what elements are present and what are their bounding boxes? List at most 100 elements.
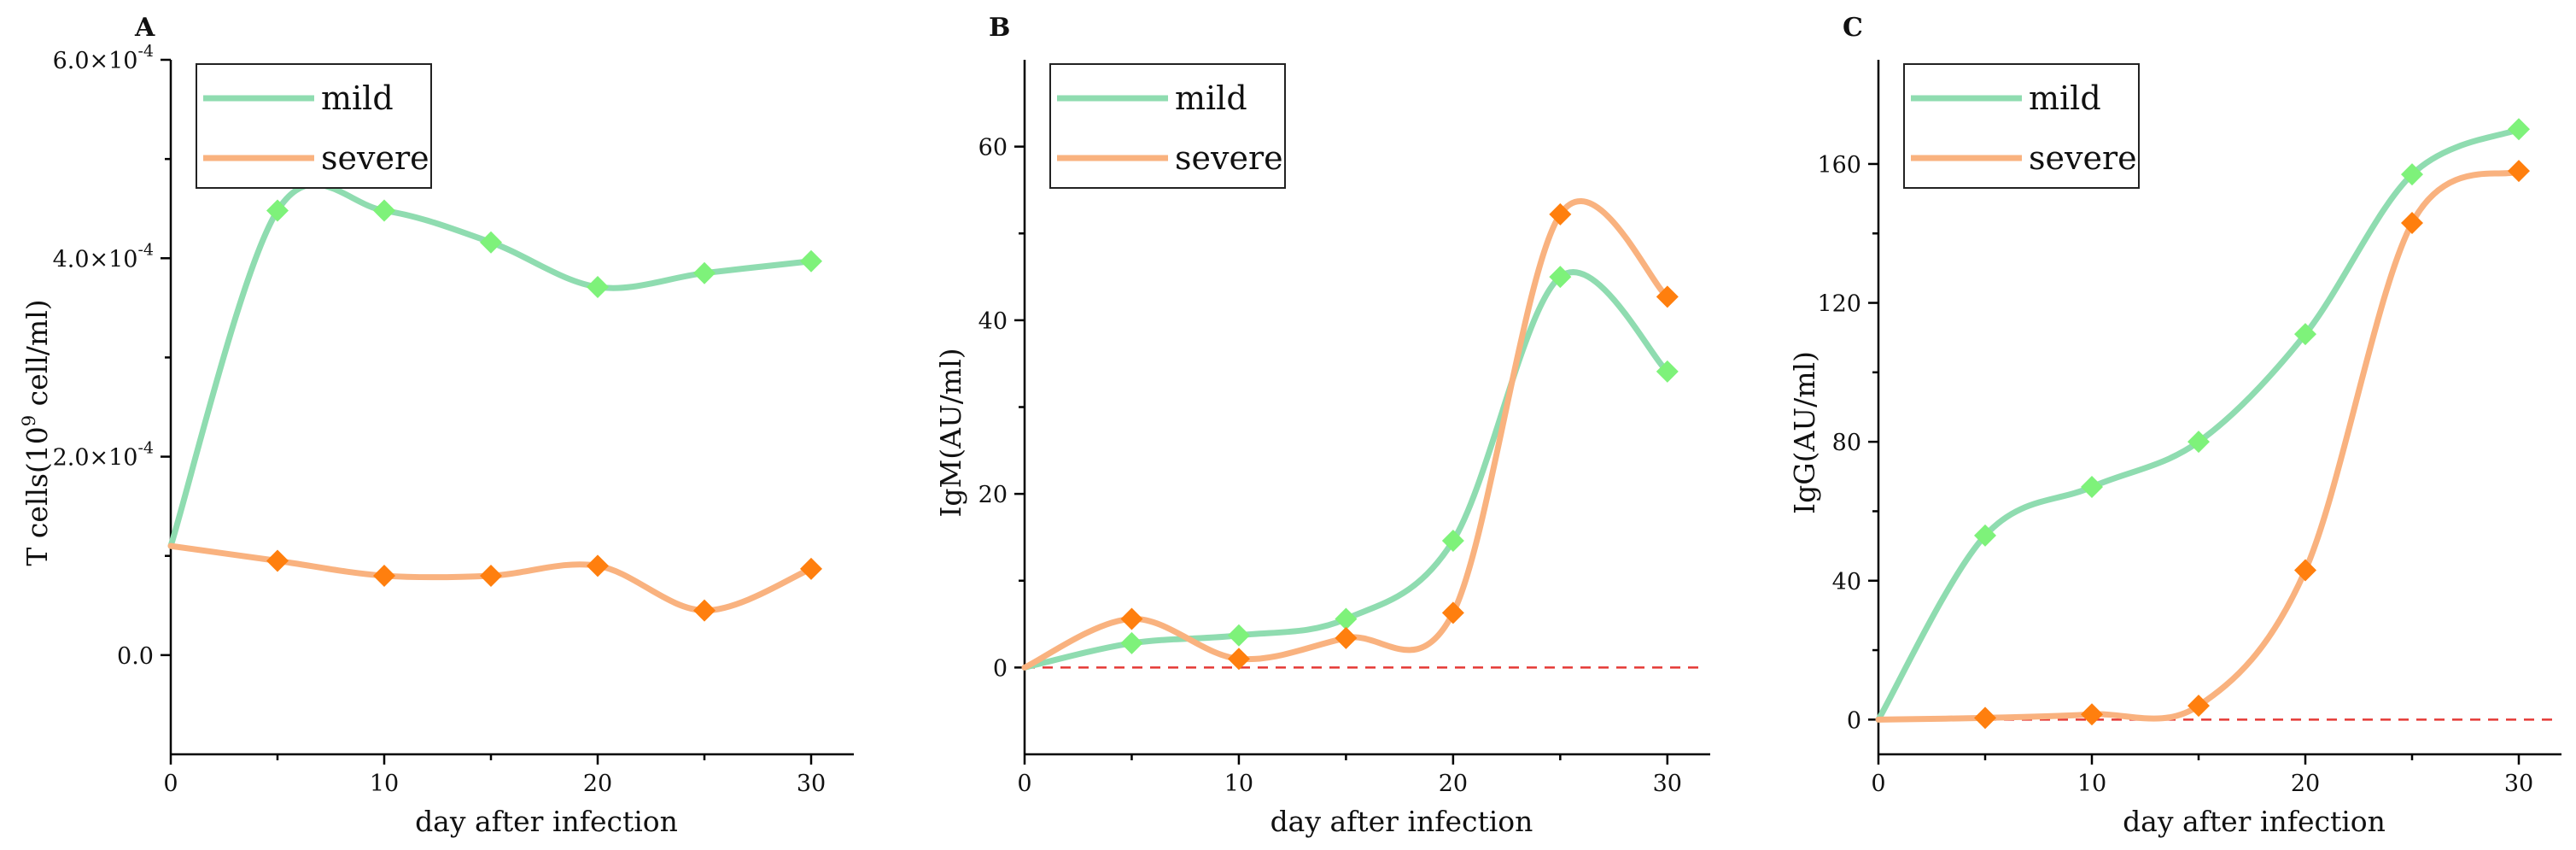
data-point-severe	[1656, 285, 1679, 308]
y-tick-label-base: 120	[1817, 291, 1861, 318]
data-point-mild	[2508, 118, 2530, 141]
y-tick-label-base: 0	[1847, 707, 1861, 734]
x-tick-label: 30	[797, 771, 826, 797]
y-tick-label: 120	[1817, 291, 1861, 318]
y-axis-title: IgG(AU/ml)	[1788, 351, 1821, 514]
y-tick-label-base: 2.0×10	[53, 445, 138, 472]
data-point-mild	[2401, 163, 2423, 186]
data-point-severe	[2401, 212, 2423, 235]
x-tick-label: 30	[1653, 771, 1682, 797]
chart-panel-c: C 0 10 20 30 day after infection 0 40 80 120 160 Ig…	[1788, 13, 2561, 838]
y-tick-label-base: 160	[1817, 152, 1861, 179]
panel-letter: C	[1843, 13, 1863, 43]
data-point-severe	[1335, 626, 1358, 649]
legend-label-severe: severe	[321, 139, 429, 177]
y-title-exponent: 9	[19, 415, 39, 426]
x-tick-label: 20	[583, 771, 612, 797]
x-tick-label: 0	[1017, 771, 1031, 797]
legend-box	[1903, 63, 2140, 189]
data-point-severe	[1120, 607, 1143, 630]
data-point-mild	[2294, 323, 2316, 346]
x-tick-label: 30	[2504, 771, 2533, 797]
data-point-severe	[800, 557, 822, 580]
x-tick-label: 0	[163, 771, 178, 797]
data-point-mild	[1656, 360, 1679, 383]
y-tick-label-base: 20	[978, 482, 1008, 508]
y-tick-label-base: 80	[1832, 430, 1861, 456]
x-axis-title: day after infection	[1270, 805, 1533, 838]
y-tick-label: 0	[993, 655, 1008, 682]
data-point-severe	[266, 549, 289, 572]
y-tick-label: 0.0	[117, 643, 154, 670]
x-tick-label: 0	[1871, 771, 1885, 797]
data-point-severe	[1549, 202, 1572, 226]
y-title-rest: cell/ml)	[20, 299, 54, 414]
y-tick-label: 60	[978, 135, 1008, 161]
x-tick-label: 10	[370, 771, 399, 797]
y-title-base: T cells(10	[20, 426, 54, 566]
y-axis-title: IgM(AU/ml)	[934, 348, 967, 517]
legend-label-mild: mild	[321, 79, 394, 117]
y-tick-label-base: 60	[978, 135, 1008, 161]
panel-letter: A	[134, 13, 155, 43]
panel-letter: B	[989, 13, 1010, 43]
data-point-severe	[480, 564, 502, 587]
y-tick-label: 80	[1832, 430, 1861, 456]
data-point-mild	[1335, 607, 1358, 630]
y-tick-label-exponent: -4	[137, 240, 154, 259]
data-point-severe	[1441, 601, 1464, 624]
chart-panel-b: B 0 10 20 30 day after infection 0 20 40 60 IgM(AU…	[934, 13, 1710, 838]
y-tick-label: 0	[1847, 707, 1861, 734]
legend-label-severe: severe	[1175, 139, 1283, 177]
y-tick-label: 160	[1817, 152, 1861, 179]
data-point-mild	[2188, 431, 2210, 454]
y-tick-label-base: 40	[1832, 569, 1861, 595]
legend-label-mild: mild	[2029, 79, 2101, 117]
data-point-mild	[1549, 266, 1572, 289]
data-point-severe	[2294, 559, 2316, 582]
data-point-mild	[1441, 530, 1464, 553]
data-point-mild	[587, 275, 609, 298]
x-tick-label: 20	[1439, 771, 1468, 797]
y-tick-label: 4.0×10-4	[53, 240, 154, 273]
y-tick-label: 2.0×10-4	[53, 439, 154, 472]
data-point-severe	[2508, 160, 2530, 183]
legend-box	[1049, 63, 1286, 189]
x-axis-title: day after infection	[2123, 805, 2386, 838]
data-point-severe	[1227, 648, 1250, 671]
data-point-mild	[1227, 624, 1250, 647]
x-tick-label: 10	[2077, 771, 2106, 797]
y-tick-label-base: 0	[993, 655, 1008, 682]
data-point-severe	[587, 554, 609, 577]
y-tick-label-base: 6.0×10	[53, 48, 138, 74]
x-tick-label: 20	[2291, 771, 2320, 797]
y-tick-label-base: 40	[978, 308, 1008, 335]
y-tick-label: 6.0×10-4	[53, 42, 154, 74]
y-axis-title: T cells(109 cell/ml)	[19, 299, 54, 566]
data-point-severe	[2081, 703, 2103, 726]
data-point-severe	[1974, 706, 1996, 730]
data-point-mild	[1974, 524, 1996, 547]
data-point-mild	[266, 199, 289, 222]
y-tick-label-exponent: -4	[137, 42, 154, 61]
y-tick-label-exponent: -4	[137, 439, 154, 458]
x-axis-title: day after infection	[415, 805, 678, 838]
y-tick-label: 40	[1832, 569, 1861, 595]
y-tick-label: 40	[978, 308, 1008, 335]
x-tick-label: 10	[1224, 771, 1253, 797]
data-point-mild	[2081, 475, 2103, 498]
legend-label-mild: mild	[1175, 79, 1247, 117]
y-tick-label-base: 4.0×10	[53, 246, 138, 273]
data-point-mild	[373, 199, 395, 222]
data-point-mild	[800, 249, 822, 273]
data-point-severe	[693, 599, 716, 622]
data-point-severe	[2188, 695, 2210, 718]
series-line-mild	[1875, 126, 2522, 723]
data-point-severe	[373, 564, 395, 587]
data-point-mild	[1120, 631, 1143, 654]
y-tick-label: 20	[978, 482, 1008, 508]
y-tick-label-base: 0.0	[117, 643, 154, 670]
data-point-mild	[480, 231, 502, 254]
